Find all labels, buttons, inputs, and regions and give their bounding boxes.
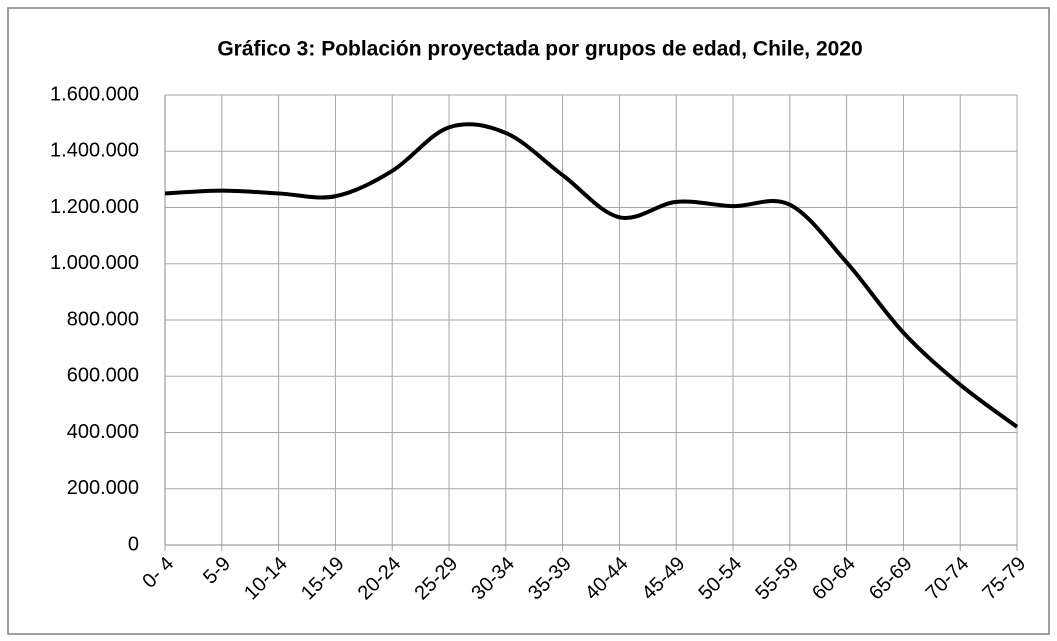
y-tick-label: 200.000: [67, 477, 139, 499]
y-tick-label: 0: [128, 533, 139, 555]
y-tick-label: 1.000.000: [50, 252, 139, 274]
y-tick-label: 800.000: [67, 308, 139, 330]
y-tick-label: 1.600.000: [50, 83, 139, 105]
y-tick-label: 400.000: [67, 421, 139, 443]
chart-title: Gráfico 3: Población proyectada por grup…: [217, 38, 862, 61]
line-series: [164, 122, 1019, 429]
chart-frame: [7, 7, 1050, 635]
y-tick-label: 600.000: [67, 365, 139, 387]
y-tick-label: 1.400.000: [50, 140, 139, 162]
y-tick-label: 1.200.000: [50, 196, 139, 218]
